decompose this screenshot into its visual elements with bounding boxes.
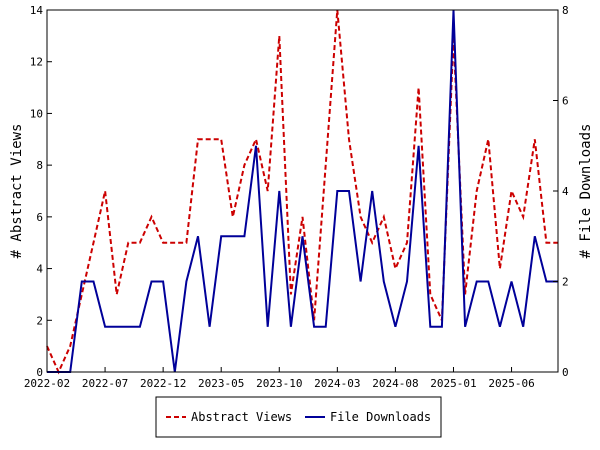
right-tick-label: 2 <box>562 276 569 289</box>
series-layer <box>46 9 558 375</box>
left-tick-label: 4 <box>36 263 43 276</box>
left-tick-label: 14 <box>30 4 44 17</box>
series-line-file-downloads <box>47 9 558 373</box>
right-tick-label: 0 <box>562 366 569 379</box>
legend-label-abstract-views: Abstract Views <box>191 410 292 424</box>
left-tick-label: 0 <box>36 366 43 379</box>
x-tick-label: 2025-06 <box>488 377 534 390</box>
legend-box <box>155 396 442 438</box>
x-tick-label: 2025-01 <box>430 377 476 390</box>
left-axis-title: # Abstract Views <box>9 124 25 259</box>
right-axis: 0 2 4 6 8 <box>553 4 569 379</box>
left-tick-label: 8 <box>36 159 43 172</box>
right-tick-label: 4 <box>562 185 569 198</box>
left-tick-label: 6 <box>36 211 43 224</box>
x-tick-label: 2022-12 <box>140 377 186 390</box>
legend-label-file-downloads: File Downloads <box>330 410 431 424</box>
left-axis: 0 2 4 6 8 10 12 14 <box>30 4 52 379</box>
left-tick-label: 10 <box>30 107 43 120</box>
right-tick-label: 8 <box>562 4 569 17</box>
legend: Abstract Views File Downloads <box>155 396 442 438</box>
left-tick-label: 12 <box>30 56 43 69</box>
series-line-abstract-views <box>46 9 558 375</box>
x-tick-label: 2022-07 <box>82 377 128 390</box>
left-tick-label: 2 <box>36 314 43 327</box>
right-axis-title: # File Downloads <box>578 124 594 259</box>
x-tick-label: 2024-03 <box>314 377 360 390</box>
x-tick-label: 2022-02 <box>24 377 70 390</box>
x-tick-label: 2024-08 <box>372 377 418 390</box>
x-tick-label: 2023-05 <box>198 377 244 390</box>
x-tick-label: 2023-10 <box>256 377 302 390</box>
right-tick-label: 6 <box>562 95 569 108</box>
x-axis: 2022-02 2022-07 2022-12 2023-05 2023-10 2024-… <box>24 367 535 390</box>
